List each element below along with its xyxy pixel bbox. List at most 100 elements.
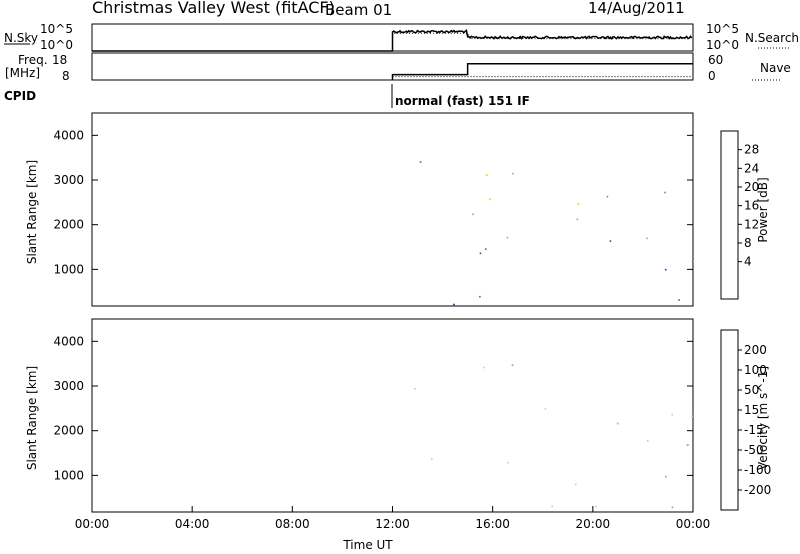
xtick-label: 12:00 bbox=[375, 517, 410, 531]
freq-label: Freq. bbox=[18, 53, 48, 67]
colorbar-tick-label: 24 bbox=[744, 161, 759, 175]
scatter-point bbox=[419, 161, 422, 163]
freq-left-tick-top: 18 bbox=[52, 53, 67, 67]
scatter-point bbox=[664, 268, 667, 271]
power-ylabel: Slant Range [km] bbox=[25, 160, 39, 264]
scatter-point bbox=[511, 364, 514, 366]
colorbar-tick-label: 50 bbox=[744, 383, 759, 397]
nsearch-series-line bbox=[392, 32, 691, 40]
velocity-panel-frame bbox=[91, 318, 694, 513]
colorbar-tick-label: -100 bbox=[744, 463, 771, 477]
colorbar-tick-label: -15 bbox=[744, 423, 764, 437]
nsearch-label: N.Search bbox=[745, 31, 799, 45]
velocity-scatter bbox=[414, 364, 693, 509]
scatter-point bbox=[512, 172, 514, 175]
ytick-label: 4000 bbox=[53, 128, 84, 142]
scatter-point bbox=[595, 505, 597, 508]
ytick-label: 2000 bbox=[53, 218, 84, 232]
colorbar-tick-label: 15 bbox=[744, 403, 759, 417]
colorbar-tick-label: 200 bbox=[744, 343, 767, 357]
xtick-label: 20:00 bbox=[576, 517, 611, 531]
ytick-label: 4000 bbox=[53, 334, 84, 348]
scatter-point bbox=[431, 458, 433, 460]
scatter-point bbox=[479, 252, 482, 255]
scatter-point bbox=[472, 213, 474, 216]
scatter-point bbox=[617, 423, 619, 425]
scatter-point bbox=[576, 218, 579, 221]
scatter-point bbox=[544, 408, 547, 410]
scatter-point bbox=[678, 299, 680, 301]
scatter-point bbox=[664, 191, 666, 194]
noise-left-tick-bottom: 10^0 bbox=[40, 38, 73, 52]
noise-right-tick-top: 10^5 bbox=[706, 22, 739, 36]
beam-label: Beam 01 bbox=[325, 1, 392, 19]
scatter-point bbox=[574, 483, 577, 486]
scatter-point bbox=[686, 444, 689, 446]
ytick-label: 1000 bbox=[53, 468, 84, 482]
colorbar-tick-label: 12 bbox=[744, 217, 759, 231]
power-panel: 1000 2000 3000 4000 Slant Range [km] bbox=[25, 112, 694, 307]
power-colorbar-label: Power [dB] bbox=[756, 177, 770, 242]
freq-right-tick-top: 60 bbox=[708, 53, 723, 67]
colorbar-tick-label: 100 bbox=[744, 363, 767, 377]
freq-panel: Freq. [MHz] 18 8 60 0 Nave bbox=[5, 52, 791, 83]
xtick-label: 00:00 bbox=[75, 517, 110, 531]
cpid-text: normal (fast) 151 IF bbox=[395, 94, 530, 108]
freq-series-line bbox=[391, 63, 693, 80]
freq-right-tick-bottom: 0 bbox=[708, 69, 716, 83]
scatter-point bbox=[453, 303, 455, 306]
noise-right-tick-bottom: 10^0 bbox=[706, 38, 739, 52]
ytick-label: 3000 bbox=[53, 173, 84, 187]
scatter-point bbox=[687, 444, 690, 446]
xtick-label: 00:00 bbox=[676, 517, 711, 531]
nsky-label: N.Sky bbox=[4, 31, 38, 45]
colorbar-tick-label: 8 bbox=[744, 236, 752, 250]
scatter-point bbox=[671, 506, 674, 509]
scatter-point bbox=[647, 440, 649, 442]
noise-panel: N.Sky 10^5 10^0 10^5 10^0 N.Search bbox=[4, 22, 799, 52]
power-scatter bbox=[419, 161, 694, 306]
colorbar-tick-label: -200 bbox=[744, 483, 771, 497]
ytick-label: 2000 bbox=[53, 424, 84, 438]
time-axis-label: Time UT bbox=[342, 538, 393, 552]
scatter-point bbox=[609, 240, 612, 242]
colorbar-tick-label: -50 bbox=[744, 443, 764, 457]
scatter-point bbox=[691, 260, 694, 263]
scatter-point bbox=[479, 295, 481, 298]
scatter-point bbox=[485, 248, 487, 250]
scatter-point bbox=[414, 387, 416, 390]
scatter-point bbox=[665, 475, 667, 478]
colorbar-tick-label: 28 bbox=[744, 143, 759, 157]
velocity-colorbar: 200 100 50 15 -15 -50 -100 -200 bbox=[720, 329, 771, 511]
scatter-point bbox=[486, 174, 488, 176]
velocity-colorbar-label: Velocity [m s^-1] bbox=[756, 366, 770, 470]
colorbar-frame bbox=[720, 130, 739, 300]
scatter-point bbox=[482, 366, 485, 369]
freq-left-tick-bottom: 8 bbox=[62, 69, 70, 83]
scatter-point bbox=[506, 236, 509, 239]
xtick-label: 04:00 bbox=[175, 517, 210, 531]
xtick-label: 08:00 bbox=[275, 517, 310, 531]
velocity-ylabel: Slant Range [km] bbox=[25, 366, 39, 470]
scatter-point bbox=[691, 415, 693, 417]
scatter-point bbox=[507, 461, 509, 464]
ytick-label: 1000 bbox=[53, 262, 84, 276]
scatter-point bbox=[606, 195, 609, 198]
scatter-point bbox=[646, 237, 648, 240]
power-colorbar: 4 8 12 16 20 24 28 bbox=[720, 130, 759, 300]
scatter-point bbox=[671, 413, 673, 416]
ytick-label: 3000 bbox=[53, 379, 84, 393]
noise-series-line bbox=[92, 29, 693, 52]
velocity-panel: 1000 2000 3000 4000 Slant Range [km] 00:00 0… bbox=[25, 318, 711, 552]
date-label: 14/Aug/2011 bbox=[588, 0, 685, 17]
nave-label: Nave bbox=[760, 61, 791, 75]
station-title: Christmas Valley West (fitACF) bbox=[92, 0, 335, 17]
colorbar-tick-label: 4 bbox=[744, 255, 752, 269]
cpid-label: CPID bbox=[4, 89, 36, 103]
colorbar-frame bbox=[720, 329, 739, 511]
scatter-point bbox=[551, 505, 553, 508]
power-panel-frame bbox=[91, 112, 694, 307]
scatter-point bbox=[489, 198, 491, 201]
colorbar-tick-label: 16 bbox=[744, 199, 759, 213]
